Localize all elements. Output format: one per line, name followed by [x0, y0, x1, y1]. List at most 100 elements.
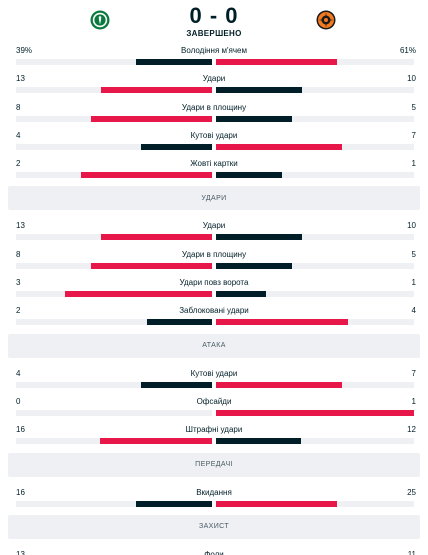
- match-header: 0 - 0 ЗАВЕРШЕНО: [0, 0, 428, 40]
- away-stat-bar: [216, 409, 414, 416]
- home-stat-bar: [16, 143, 212, 150]
- home-stat-bar-fill: [91, 262, 212, 269]
- stat-label: Кутові удари: [190, 130, 238, 140]
- stat-label: Удари повз ворота: [179, 278, 249, 288]
- stat-label: Заблоковані удари: [179, 306, 249, 316]
- away-stat-bar: [216, 172, 414, 179]
- away-stat-bar: [216, 262, 414, 269]
- stat-label: Удари: [202, 221, 226, 231]
- home-stat-value: 2: [16, 159, 21, 169]
- stat-row: 2 Заблоковані удари 4: [0, 300, 428, 328]
- away-stat-value: 4: [411, 306, 416, 316]
- stat-label: Штрафні удари: [185, 425, 243, 435]
- home-stat-value: 8: [16, 249, 21, 259]
- home-stat-value: 3: [16, 278, 21, 288]
- away-stat-bar-fill: [216, 143, 342, 150]
- stat-row: 13 Удари 10: [0, 215, 428, 243]
- home-stat-bar: [16, 172, 212, 179]
- home-stat-value: 8: [16, 102, 21, 112]
- home-stat-bar-fill: [135, 59, 212, 65]
- home-stat-value: 16: [16, 425, 25, 435]
- away-stat-bar: [216, 438, 414, 445]
- away-stat-value: 7: [411, 368, 416, 378]
- stat-row: 8 Удари в площину 5: [0, 97, 428, 125]
- away-stat-bar-fill: [216, 234, 303, 241]
- home-stat-value: 16: [16, 487, 25, 497]
- home-stat-bar: [16, 291, 212, 298]
- home-stat-bar: [16, 59, 212, 65]
- stat-row: 13 Фоли 11: [0, 544, 428, 555]
- home-stat-value: 0: [16, 396, 21, 406]
- home-stat-bar: [16, 234, 212, 241]
- stat-row: 39% Володіння м'ячем 61%: [0, 40, 428, 68]
- stat-row: 3 Удари повз ворота 1: [0, 272, 428, 300]
- away-team-logo-icon[interactable]: [316, 10, 336, 30]
- away-stat-value: 10: [407, 221, 416, 231]
- match-statistics: 39% Володіння м'ячем 61% 13 Удари 10 8 Удари в …: [0, 40, 428, 555]
- stat-row: 4 Кутові удари 7: [0, 363, 428, 391]
- away-stat-value: 1: [411, 396, 416, 406]
- home-stat-bar-fill: [140, 381, 212, 388]
- stat-label: Удари в площину: [181, 249, 247, 259]
- away-stat-value: 1: [411, 278, 416, 288]
- home-stat-bar: [16, 262, 212, 269]
- stat-row: 0 Офсайди 1: [0, 391, 428, 419]
- home-stat-value: 39%: [16, 46, 33, 55]
- away-stat-bar-fill: [216, 381, 342, 388]
- away-stat-value: 10: [407, 74, 416, 84]
- section-header: УДАРИ: [8, 186, 420, 211]
- away-stat-bar-fill: [216, 172, 282, 179]
- home-stat-bar: [16, 409, 212, 416]
- home-stat-bar-fill: [65, 291, 212, 298]
- away-stat-bar: [216, 319, 414, 326]
- home-stat-bar-fill: [101, 234, 212, 241]
- home-stat-bar-fill: [91, 115, 212, 122]
- stat-label: Володіння м'ячем: [181, 46, 247, 55]
- home-stat-bar: [16, 319, 212, 326]
- away-stat-bar: [216, 381, 414, 388]
- away-stat-value: 1: [411, 159, 416, 169]
- home-stat-bar-fill: [146, 319, 212, 326]
- away-stat-value: 61%: [399, 46, 416, 55]
- home-stat-bar-fill: [81, 172, 212, 179]
- home-stat-bar: [16, 438, 212, 445]
- home-team-logo-icon[interactable]: [90, 10, 110, 30]
- away-stat-bar-fill: [216, 115, 293, 122]
- stat-row: 8 Удари в площину 5: [0, 244, 428, 272]
- away-stat-bar-fill: [216, 500, 337, 507]
- home-stat-value: 13: [16, 221, 25, 231]
- away-stat-bar: [216, 234, 414, 241]
- stat-row: 16 Вкидання 25: [0, 482, 428, 510]
- match-score: 0 - 0: [189, 3, 239, 28]
- stat-label: Кутові удари: [190, 368, 238, 378]
- stat-row: 4 Кутові удари 7: [0, 125, 428, 153]
- away-stat-value: 11: [407, 549, 416, 555]
- away-stat-bar: [216, 291, 414, 298]
- stat-row: 2 Жовті картки 1: [0, 153, 428, 181]
- stat-row: 16 Штрафні удари 12: [0, 419, 428, 447]
- away-stat-bar-fill: [216, 319, 349, 326]
- home-stat-bar-fill: [101, 87, 212, 94]
- home-stat-bar-fill: [140, 143, 212, 150]
- stat-label: Удари: [202, 74, 226, 84]
- away-stat-value: 25: [407, 487, 416, 497]
- section-header: ЗАХИСТ: [8, 514, 420, 539]
- home-stat-bar: [16, 500, 212, 507]
- home-stat-value: 13: [16, 549, 25, 555]
- away-stat-bar-fill: [216, 262, 293, 269]
- away-stat-bar: [216, 115, 414, 122]
- stat-label: Вкидання: [196, 487, 232, 497]
- away-stat-bar-fill: [216, 438, 301, 445]
- away-stat-bar-fill: [216, 409, 414, 416]
- section-header: АТАКА: [8, 333, 420, 358]
- home-stat-bar: [16, 381, 212, 388]
- home-stat-value: 13: [16, 74, 25, 84]
- away-stat-bar: [216, 143, 414, 150]
- stat-label: Фоли: [204, 549, 224, 555]
- away-stat-value: 5: [411, 102, 416, 112]
- away-stat-bar-fill: [216, 59, 337, 65]
- home-stat-bar-fill: [100, 438, 212, 445]
- stat-label: Жовті картки: [190, 159, 238, 169]
- away-stat-bar-fill: [216, 87, 303, 94]
- home-stat-value: 2: [16, 306, 21, 316]
